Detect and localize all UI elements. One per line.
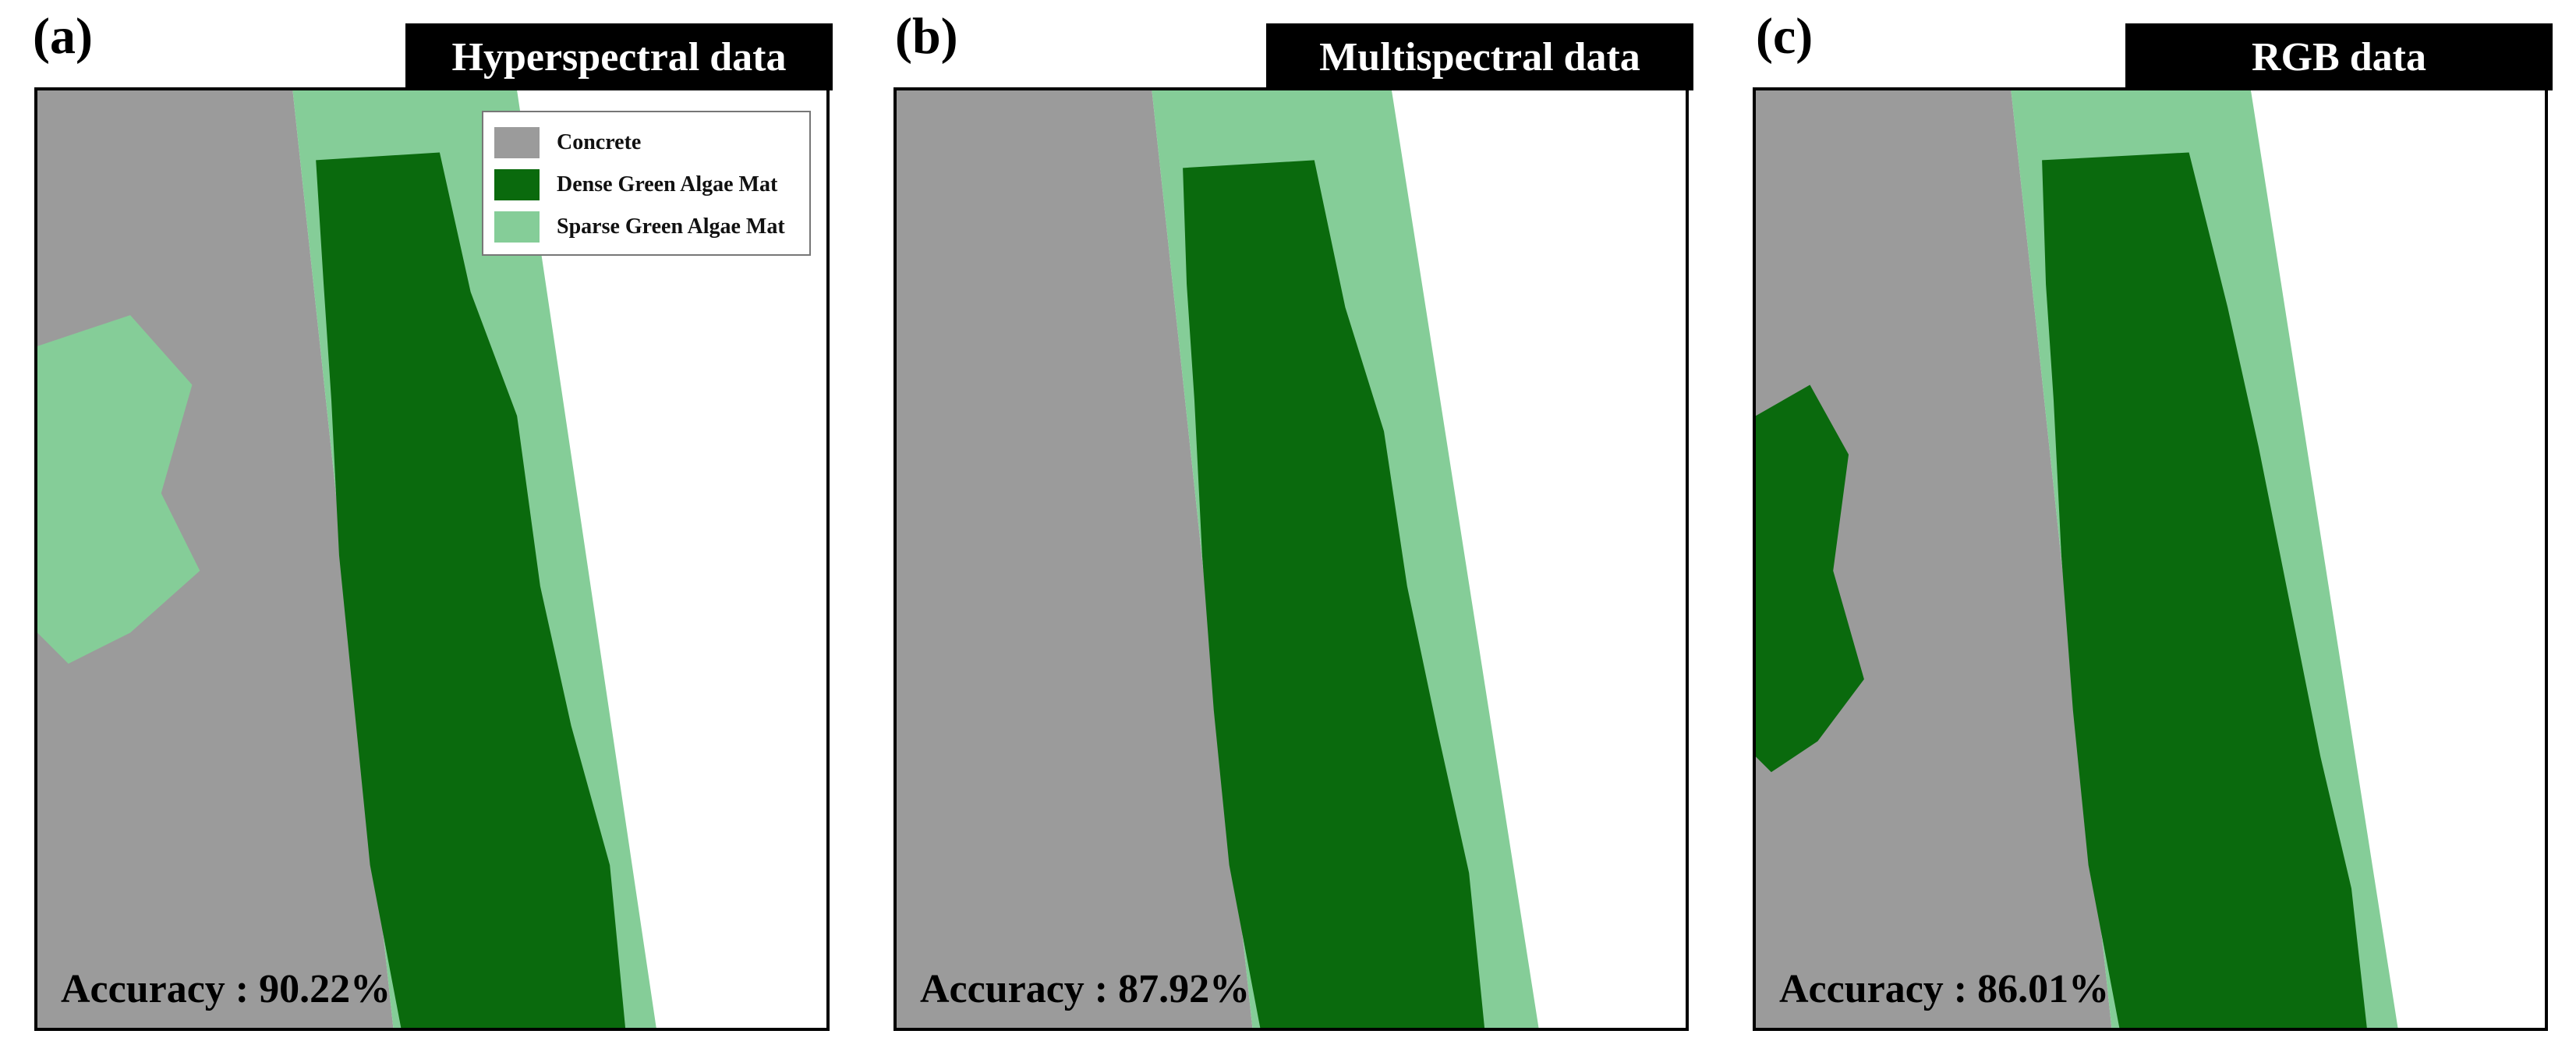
legend-swatch-concrete [494,127,540,158]
panel-a-sparse-patch-left [37,315,200,664]
legend-item-dense: Dense Green Algae Mat [494,164,798,206]
legend-swatch-dense [494,169,540,200]
panel-b-dense-region [1183,160,1485,1028]
panel-b-concrete-region [897,90,1253,1028]
panel-c-dense-region [2042,152,2367,1028]
panel-a-letter: (a) [33,8,93,65]
panel-c-letter: (c) [1756,8,1813,65]
legend-item-sparse: Sparse Green Algae Mat [494,206,798,248]
panel-c-map: Accuracy : 86.01% [1753,87,2548,1031]
panel-b-letter: (b) [895,8,958,65]
panel-c-dense-patch-left [1756,384,1864,773]
legend-label-dense: Dense Green Algae Mat [557,172,778,197]
legend-label-sparse: Sparse Green Algae Mat [557,214,785,239]
panel-c-title: RGB data [2125,23,2553,90]
panel-b-classification-map [897,90,1539,1028]
panel-c-concrete-region [1756,90,2112,1028]
panel-c-classification-map [1756,90,2398,1028]
legend-item-concrete: Concrete [494,122,798,164]
panel-b-map: Accuracy : 87.92% [893,87,1689,1031]
panel-a-title: Hyperspectral data [405,23,833,90]
panel-c-accuracy: Accuracy : 86.01% [1779,967,2110,1011]
legend-label-concrete: Concrete [557,130,642,154]
panel-b-accuracy: Accuracy : 87.92% [920,967,1251,1011]
panel-a-accuracy: Accuracy : 90.22% [61,967,391,1011]
legend: Concrete Dense Green Algae Mat Sparse Gr… [482,111,811,256]
panel-a-classification-map [37,90,656,1028]
panel-b-title: Multispectral data [1266,23,1693,90]
legend-swatch-sparse [494,211,540,243]
panel-a-dense-region [316,152,626,1028]
